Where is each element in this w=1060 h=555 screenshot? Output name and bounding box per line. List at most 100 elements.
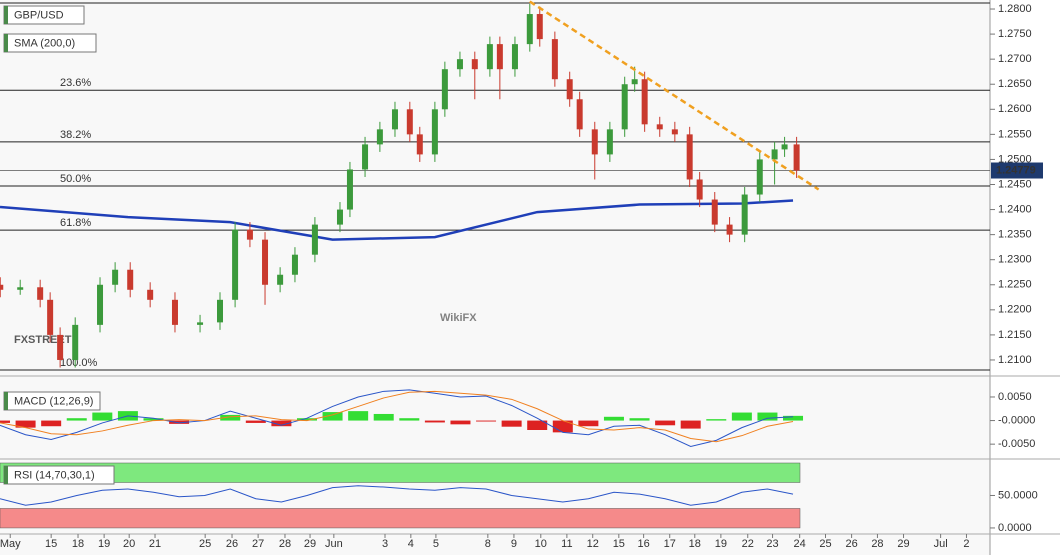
macd-histogram-bar [552, 420, 573, 433]
y-tick-label: 1.2750 [998, 28, 1032, 40]
macd-histogram-bar [706, 419, 727, 421]
candle-body [47, 299, 54, 335]
candle-body [171, 299, 178, 325]
candle-body [741, 194, 748, 235]
candle-body [262, 239, 269, 285]
macd-histogram-bar [629, 418, 650, 421]
y-tick-label: 1.2650 [998, 78, 1032, 90]
macd-histogram-bar [41, 420, 62, 427]
candle-body [726, 224, 733, 235]
x-tick-label: 19 [715, 538, 727, 550]
candle-body [536, 14, 543, 40]
y-tick-label: 1.2400 [998, 203, 1032, 215]
y-tick-label: 1.2800 [998, 3, 1032, 15]
y-tick-label: 1.2550 [998, 128, 1032, 140]
x-tick-label: 18 [72, 538, 84, 550]
sma-line [0, 199, 794, 241]
macd-histogram-bar [655, 420, 676, 426]
x-tick-label: 15 [45, 538, 57, 550]
candle-body [576, 99, 583, 130]
macd-histogram-bar [169, 420, 190, 424]
macd-histogram-bar [245, 420, 266, 423]
fib-label: 100.0% [60, 357, 98, 369]
y-tick-label: 1.2600 [998, 103, 1032, 115]
candle-body [756, 159, 763, 195]
candle-body [456, 59, 463, 70]
candle-body [781, 144, 788, 150]
y-tick-label: 1.2500 [998, 153, 1032, 165]
panel-label-marker [4, 392, 8, 410]
candle-body [291, 254, 298, 275]
macd-histogram-bar [373, 413, 394, 421]
macd-histogram-bar [424, 420, 445, 423]
fib-label: 23.6% [60, 77, 91, 89]
candle-body [606, 129, 613, 155]
fib-label: 38.2% [60, 129, 91, 141]
y-tick-label: 1.2250 [998, 279, 1032, 291]
y-tick-label: 1.2200 [998, 304, 1032, 316]
x-tick-label: May [0, 538, 21, 550]
panel-label: MACD (12,26,9) [14, 395, 93, 407]
x-tick-label: 25 [199, 538, 211, 550]
candle-body [656, 124, 663, 130]
y-tick-label: -0.0050 [998, 438, 1035, 450]
y-tick-label: 0.0000 [998, 522, 1032, 534]
candle-body [526, 14, 533, 45]
macd-histogram-bar [348, 411, 369, 421]
candle-body [686, 134, 693, 180]
plot-background [0, 0, 990, 555]
macd-histogram-bar [603, 416, 624, 421]
candle-body [591, 129, 598, 155]
candle-body [406, 109, 413, 135]
panel-label: RSI (14,70,30,1) [14, 469, 95, 481]
panel-label: SMA (200,0) [14, 37, 75, 49]
candle-body [112, 269, 119, 285]
candle-body [416, 134, 423, 155]
macd-histogram-bar [527, 420, 548, 430]
candle-body [696, 179, 703, 200]
x-tick-label: 12 [587, 538, 599, 550]
macd-histogram-bar [476, 420, 497, 422]
panel-label-marker [4, 6, 8, 24]
rsi-line [0, 485, 794, 506]
macd-histogram-bar [731, 412, 752, 421]
candle-body [127, 269, 134, 290]
macd-histogram-bar [757, 412, 778, 421]
candle-body [711, 199, 718, 225]
macd-histogram-bar [66, 418, 87, 421]
x-tick-label: 11 [561, 538, 572, 550]
price-label-box [991, 162, 1043, 179]
x-tick-label: 8 [485, 538, 491, 550]
candle-body [671, 129, 678, 135]
macd-histogram-bar [15, 420, 36, 428]
macd-line [0, 390, 794, 443]
y-tick-label: 1.2150 [998, 329, 1032, 341]
x-tick-label: 21 [149, 538, 161, 550]
x-tick-label: 17 [664, 538, 676, 550]
x-tick-label: 25 [819, 538, 831, 550]
candle-body [471, 59, 478, 70]
candle-body [376, 129, 383, 145]
candle-body [793, 144, 800, 171]
x-tick-label: 15 [613, 538, 625, 550]
candle-body [246, 229, 253, 240]
macd-histogram-bar [143, 418, 164, 421]
x-tick-label: 2 [963, 538, 969, 550]
candle-body [551, 39, 558, 80]
fib-label: 50.0% [60, 173, 91, 185]
watermark: WikiFX [440, 312, 477, 324]
macd-histogram-bar [680, 420, 701, 429]
x-tick-label: 23 [766, 538, 778, 550]
candle-body [277, 274, 284, 285]
macd-histogram-bar [399, 418, 420, 421]
candle-body [311, 224, 318, 255]
candle-body [771, 149, 778, 160]
x-tick-label: 5 [433, 538, 439, 550]
macd-histogram-bar [296, 418, 317, 421]
macd-histogram-bar [0, 420, 10, 423]
candle-body [217, 299, 223, 323]
candle-body [431, 109, 438, 155]
price-label: 1.24779 [996, 164, 1036, 176]
rsi-band [0, 462, 801, 483]
candle-body [441, 69, 448, 110]
